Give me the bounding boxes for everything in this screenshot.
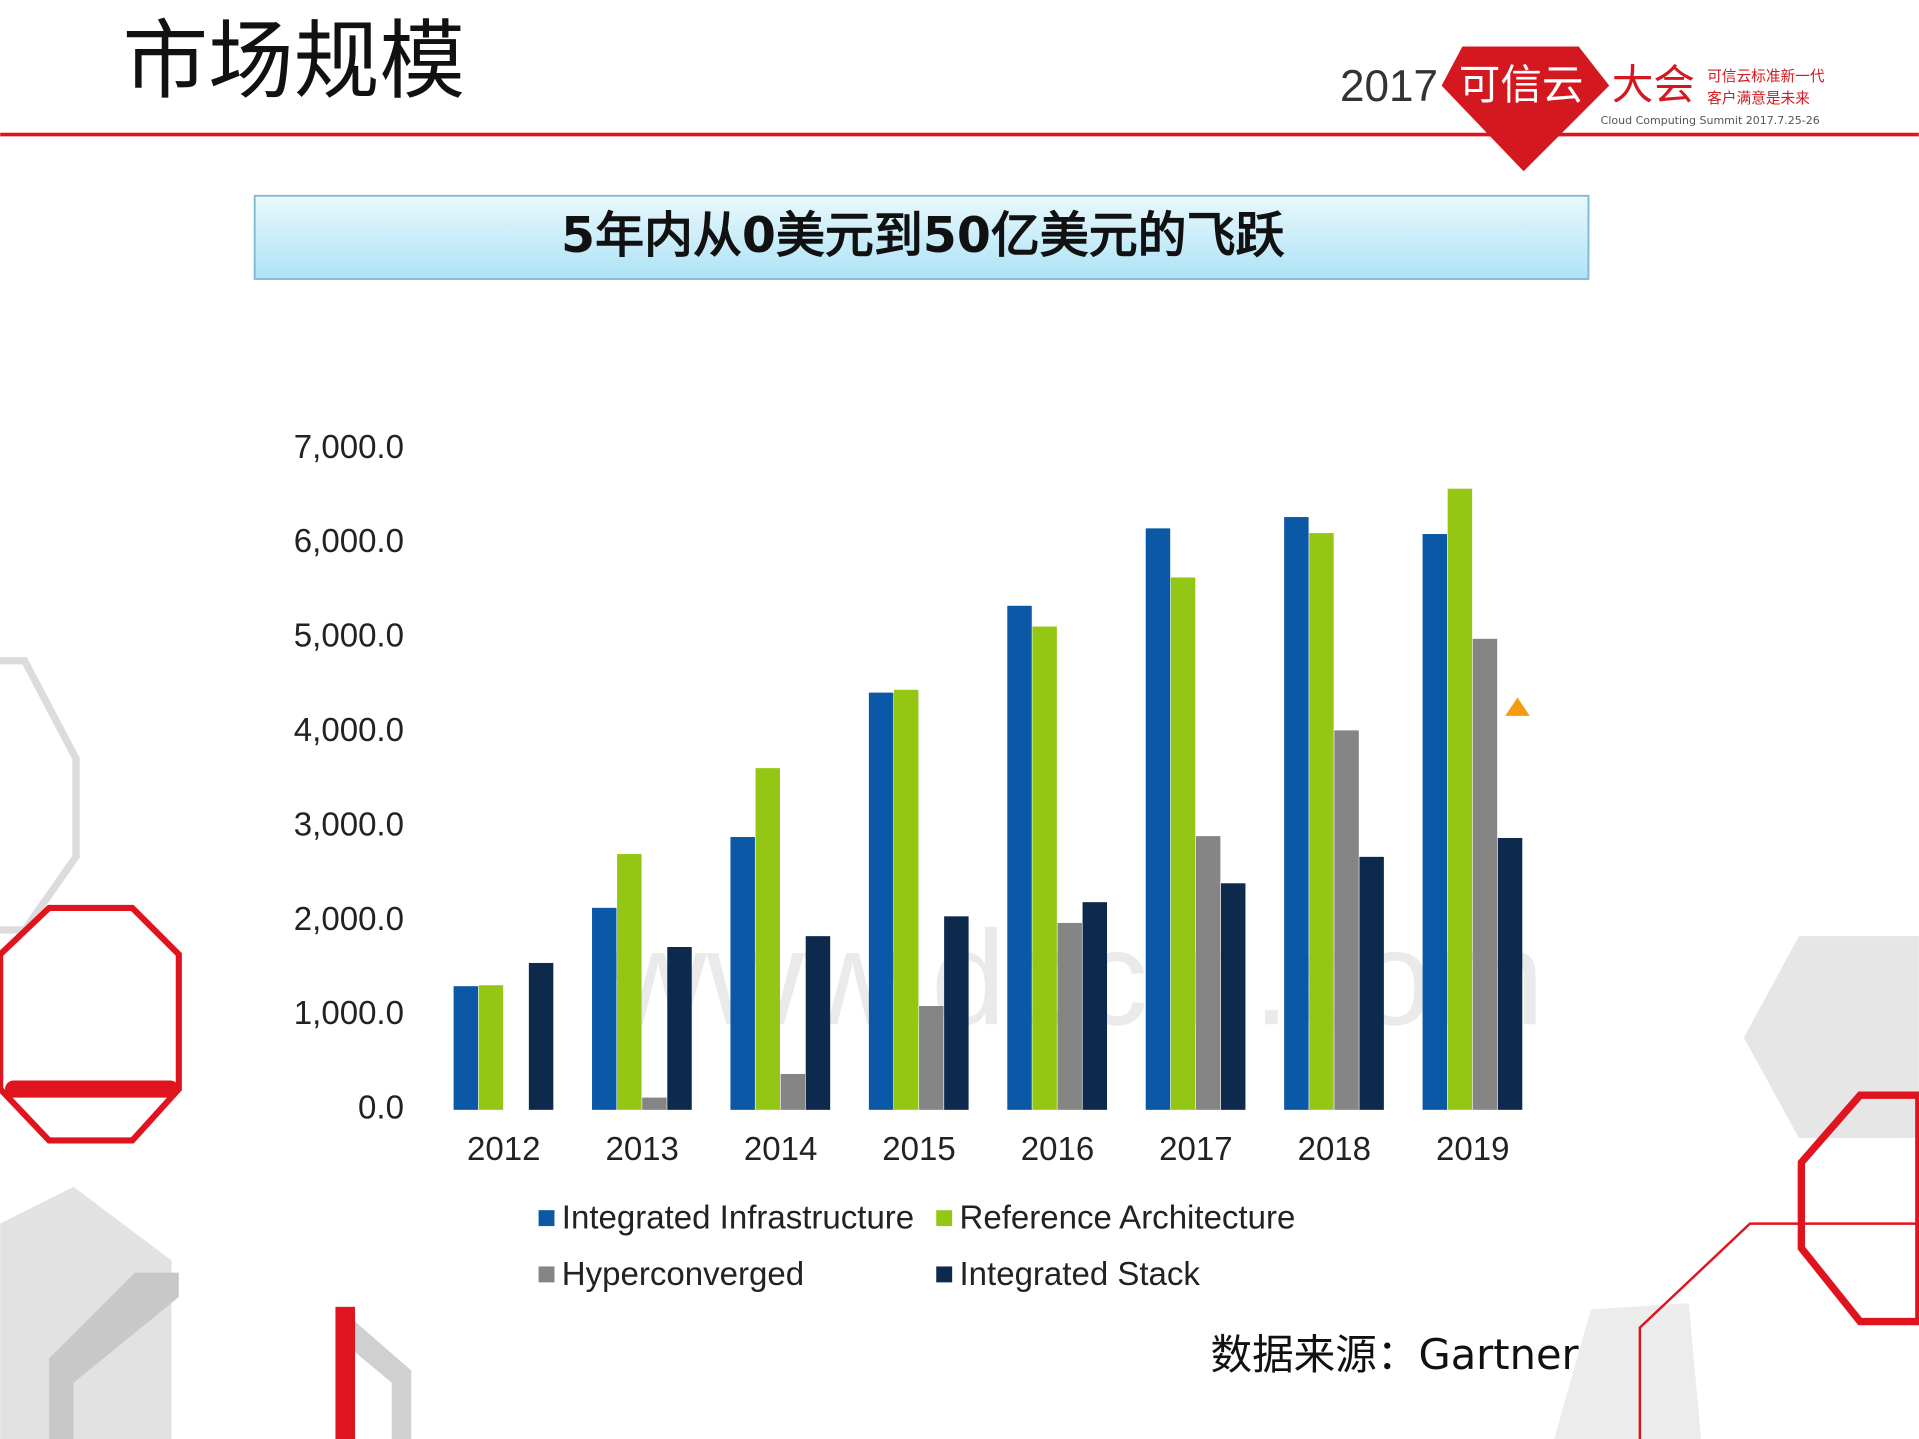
y-tick-label: 7,000.0 — [294, 428, 404, 465]
y-tick-label: 3,000.0 — [294, 805, 404, 842]
decoration — [0, 657, 1919, 1439]
bar — [730, 837, 755, 1110]
legend-label: Hyperconverged — [562, 1255, 804, 1292]
legend-label: Integrated Infrastructure — [562, 1199, 914, 1236]
legend-swatch — [538, 1266, 555, 1283]
bar — [1082, 902, 1108, 1110]
logo-shape — [1441, 46, 1610, 172]
legend-swatch — [936, 1210, 953, 1227]
source-note: 数据来源：Gartner — [1211, 1330, 1580, 1379]
legend-label: Reference Architecture — [960, 1199, 1296, 1236]
legend-swatch — [538, 1210, 555, 1227]
x-tick-label: 2019 — [1436, 1130, 1509, 1167]
logo-year: 2017 — [1340, 62, 1438, 111]
bar — [1447, 488, 1473, 1110]
bar — [1032, 626, 1057, 1110]
bar — [1472, 638, 1498, 1110]
y-tick-label: 1,000.0 — [294, 994, 404, 1031]
bar — [868, 692, 894, 1110]
bar — [1334, 730, 1359, 1110]
bar — [1497, 837, 1523, 1110]
bar — [1195, 836, 1221, 1110]
bar — [528, 962, 554, 1110]
bar — [1145, 528, 1171, 1110]
x-tick-label: 2018 — [1298, 1130, 1371, 1167]
bar — [1057, 922, 1082, 1110]
y-tick-label: 2,000.0 — [294, 900, 404, 937]
y-tick-label: 0.0 — [358, 1089, 404, 1126]
x-tick-label: 2012 — [467, 1130, 540, 1167]
legend-swatch — [936, 1266, 953, 1283]
logo-sub: Cloud Computing Summit 2017.7.25-26 — [1601, 114, 1820, 127]
banner-text: 5年内从0美元到50亿美元的飞跃 — [561, 207, 1286, 264]
bar — [1170, 577, 1196, 1110]
y-tick-label: 6,000.0 — [294, 522, 404, 559]
plot: 0.0 1,000.0 2,000.0 3,000.0 4,000.0 5,000.0 6,… — [294, 428, 1523, 1292]
bar — [1284, 517, 1309, 1110]
bar — [478, 985, 504, 1110]
x-tick-label: 2014 — [744, 1130, 817, 1167]
bar — [592, 907, 617, 1110]
legend-label: Integrated Stack — [960, 1255, 1201, 1292]
bar — [453, 986, 479, 1110]
bar — [893, 689, 919, 1110]
bar — [1220, 883, 1246, 1110]
bar — [805, 936, 831, 1110]
x-tick-label: 2017 — [1159, 1130, 1232, 1167]
logo-slogan: 客户满意是未来 — [1707, 89, 1810, 107]
bar — [642, 1097, 667, 1110]
bar — [944, 916, 969, 1110]
y-tick-label: 5,000.0 — [294, 617, 404, 654]
x-tick-label: 2015 — [882, 1130, 955, 1167]
y-tick-label: 4,000.0 — [294, 711, 404, 748]
x-tick-label: 2016 — [1021, 1130, 1094, 1167]
banner-box — [253, 194, 1590, 280]
bar — [755, 768, 781, 1110]
bar — [1359, 856, 1384, 1110]
bar — [1309, 533, 1334, 1110]
bar — [780, 1073, 806, 1110]
slide-title: 市场规模 — [123, 12, 466, 112]
bar — [617, 854, 642, 1110]
x-tick-label: 2013 — [605, 1130, 678, 1167]
bar — [667, 947, 692, 1110]
bar — [1422, 534, 1448, 1110]
marker-icon — [1505, 697, 1530, 716]
logo-name: 可信云 — [1459, 60, 1584, 109]
logo-event: 大会 — [1612, 60, 1695, 109]
bar — [919, 1006, 944, 1110]
bar — [1007, 605, 1032, 1110]
logo-slogan: 可信云标准新一代 — [1707, 68, 1825, 85]
